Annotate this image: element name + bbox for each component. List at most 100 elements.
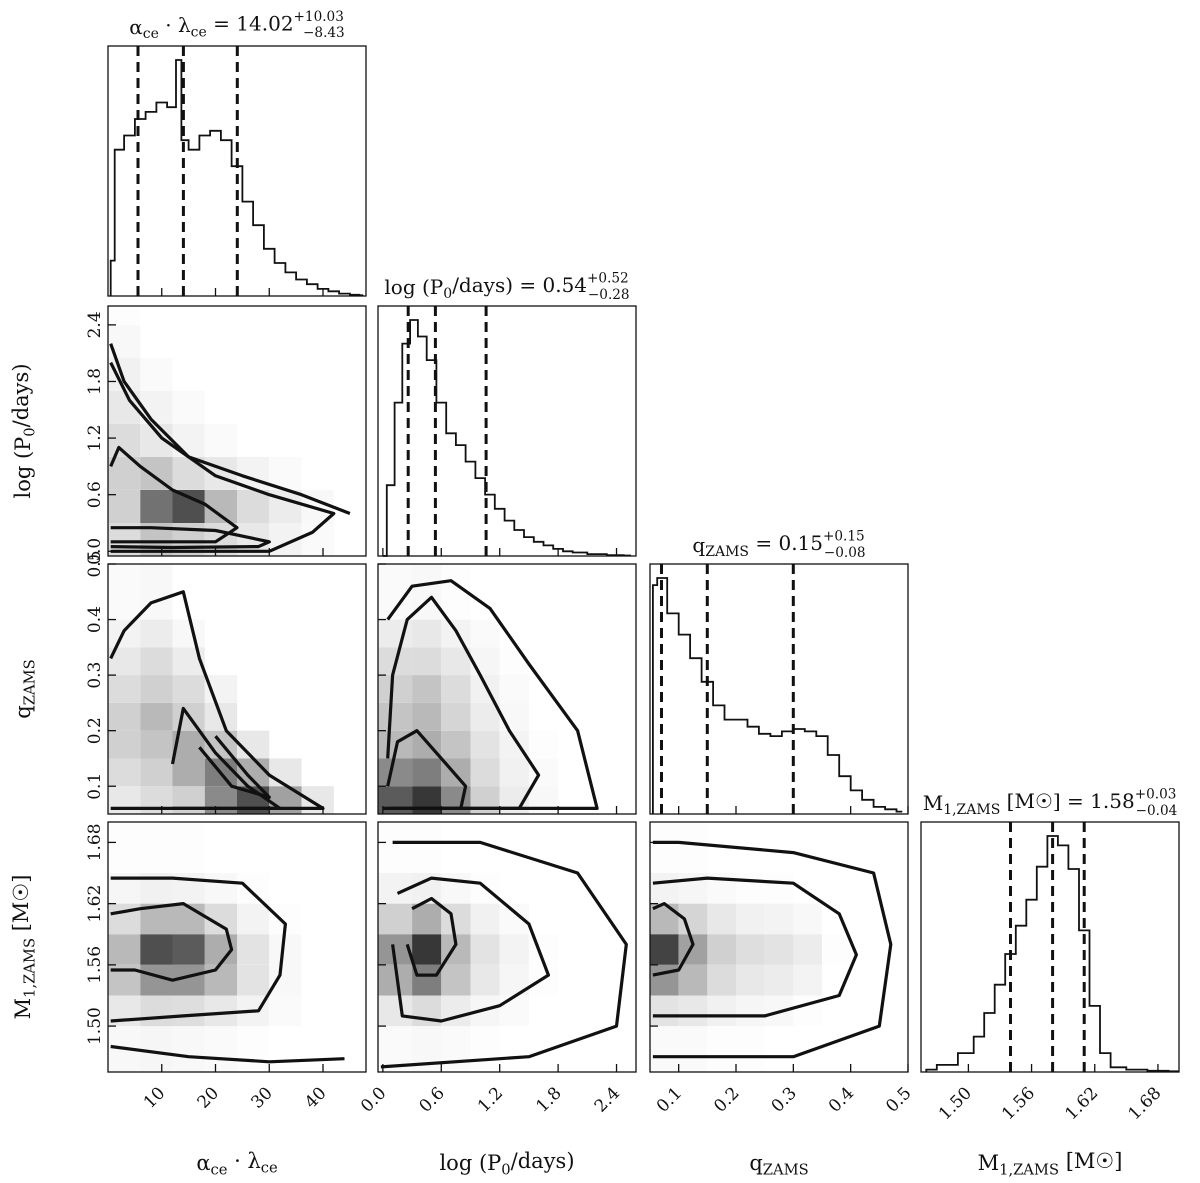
density-cell-alpha-q: [172, 758, 205, 787]
x-axis-label-q: qZAMS​: [749, 1151, 808, 1178]
density-cell-logP-M1: [412, 964, 442, 996]
density-cell-q-M1: [822, 934, 851, 965]
y-axis-label-q: qZAMS​: [11, 659, 38, 718]
density-cell-alpha-logP: [108, 357, 141, 391]
density-cell-q-M1: [707, 934, 736, 965]
density-cell-logP-M1: [378, 822, 413, 873]
density-cell-alpha-M1: [204, 1026, 238, 1072]
contour-logP-M1-2: [380, 840, 628, 1069]
density-cell-logP-q: [378, 675, 413, 703]
density-cell-logP-M1: [412, 822, 442, 873]
density-cell-alpha-q: [172, 675, 205, 703]
density-cell-q-M1: [764, 934, 794, 965]
density-cell-logP-q: [470, 702, 500, 731]
density-cell-logP-M1: [470, 934, 500, 965]
density-cell-alpha-q: [140, 619, 173, 648]
density-cell-alpha-M1: [237, 934, 270, 965]
density-layer: [108, 306, 851, 1072]
histogram-M1: [925, 835, 1179, 1073]
x-tick-label-M1-0: 1.50: [935, 1083, 976, 1124]
density-cell-alpha-q: [140, 702, 173, 731]
density-cell-q-M1: [764, 964, 794, 996]
panel-frame-2-2: [649, 563, 909, 815]
density-cell-alpha-q: [237, 730, 270, 759]
density-cell-logP-M1: [528, 964, 559, 996]
contour-alpha-q-2: [198, 735, 271, 799]
density-cell-logP-q: [470, 730, 500, 759]
density-cell-alpha-M1: [204, 995, 238, 1027]
density-cell-logP-q: [470, 675, 500, 703]
contour-alpha-logP-3: [109, 343, 351, 515]
panel-frame-0-0: [107, 45, 367, 297]
density-cell-logP-M1: [499, 934, 529, 965]
density-cell-alpha-M1: [269, 995, 302, 1027]
panel-frame-3-3: [920, 821, 1180, 1073]
x-tick-label-q-3: 0.4: [825, 1083, 858, 1116]
density-cell-alpha-M1: [172, 995, 205, 1027]
y-axis-label-M1: M1,ZAMS​ [M☉]: [9, 875, 38, 1020]
y-tick-label-q-4: 0.5: [85, 550, 105, 577]
density-cell-alpha-M1: [108, 822, 141, 873]
density-cell-q-M1: [736, 934, 765, 965]
panel-frame-2-0: [107, 563, 367, 815]
contour-logP-M1-1: [391, 876, 550, 1023]
density-cell-alpha-M1: [172, 1026, 205, 1072]
frame-layer: [107, 45, 1180, 1073]
density-cell-alpha-logP: [108, 306, 141, 325]
x-tick-label-logP-3: 1.8: [532, 1083, 565, 1116]
x-tick-label-logP-0: 0.0: [357, 1083, 390, 1116]
density-cell-alpha-logP: [172, 490, 205, 523]
density-cell-alpha-q: [172, 619, 205, 648]
density-cell-alpha-M1: [237, 964, 270, 996]
density-cell-logP-q: [412, 675, 442, 703]
density-cell-alpha-M1: [108, 934, 141, 965]
density-cell-logP-q: [528, 730, 559, 759]
density-cell-alpha-logP: [237, 490, 270, 523]
density-cell-logP-q: [412, 647, 442, 676]
density-cell-logP-M1: [470, 903, 500, 935]
histogram-layer: [109, 46, 1179, 1073]
x-tick-label-q-1: 0.2: [710, 1083, 743, 1116]
x-tick-label-q-2: 0.3: [768, 1083, 801, 1116]
density-cell-q-M1: [793, 903, 822, 935]
panel-frame-3-1: [377, 821, 637, 1073]
title-q: qZAMS​ = 0.15+0.15−0.08: [692, 529, 865, 561]
density-cell-alpha-q: [140, 675, 173, 703]
density-cell-alpha-logP: [140, 490, 173, 523]
density-cell-alpha-q: [108, 730, 141, 759]
density-cell-q-M1: [707, 1026, 736, 1072]
density-cell-q-M1: [793, 934, 822, 965]
density-cell-q-M1: [736, 873, 765, 904]
y-tick-label-logP-0: 0.0: [85, 538, 105, 565]
density-cell-logP-q: [470, 647, 500, 676]
density-cell-logP-q: [441, 675, 471, 703]
density-cell-alpha-M1: [140, 822, 173, 873]
x-tick-label-alpha-2: 30: [247, 1083, 276, 1112]
contour-alpha-logP-2: [109, 361, 336, 553]
density-cell-alpha-M1: [237, 873, 270, 904]
density-cell-alpha-logP: [172, 456, 205, 490]
x-axis-label-logP: log (P0​/days): [439, 1149, 574, 1178]
density-cell-logP-q: [499, 647, 529, 676]
density-cell-logP-M1: [499, 995, 529, 1027]
histogram-logP: [382, 319, 632, 557]
density-cell-logP-M1: [441, 995, 471, 1027]
panel-frame-1-0: [107, 305, 367, 557]
panel-frame-1-1: [377, 305, 637, 557]
y-tick-label-logP-3: 1.8: [85, 368, 105, 395]
density-cell-alpha-q: [140, 758, 173, 787]
density-cell-logP-q: [499, 675, 529, 703]
density-cell-q-M1: [707, 995, 736, 1027]
density-cell-alpha-logP: [108, 490, 141, 523]
density-cell-q-M1: [764, 903, 794, 935]
density-cell-q-M1: [736, 903, 765, 935]
density-cell-alpha-M1: [204, 964, 238, 996]
title-M1: M1,ZAMS​ [M☉] = 1.58+0.03−0.04: [923, 787, 1178, 819]
density-cell-logP-M1: [378, 995, 413, 1027]
density-cell-logP-M1: [378, 903, 413, 935]
contour-alpha-M1-1: [110, 876, 287, 1023]
density-cell-logP-q: [470, 758, 500, 787]
density-cell-q-M1: [650, 873, 679, 904]
x-tick-label-logP-1: 0.6: [416, 1083, 449, 1116]
x-tick-label-q-4: 0.5: [882, 1083, 915, 1116]
